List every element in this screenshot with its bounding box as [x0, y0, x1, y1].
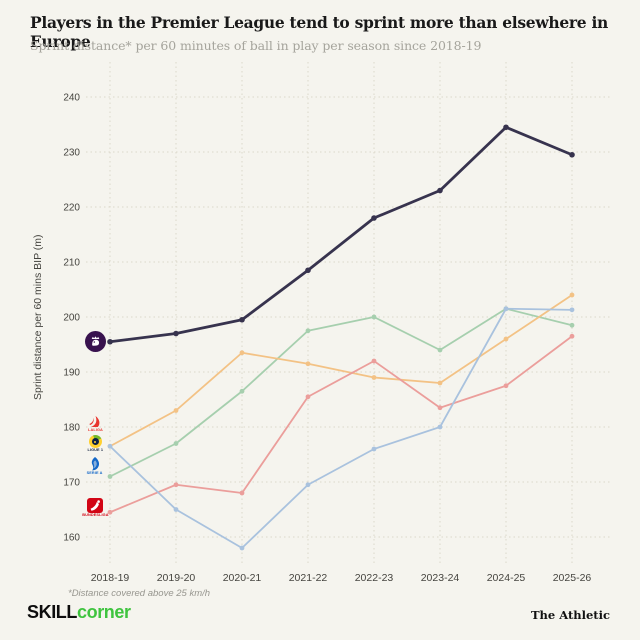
y-tick-label: 210	[63, 258, 80, 269]
x-tick-label: 2020-21	[223, 572, 262, 584]
y-tick-label: 180	[63, 423, 80, 434]
series-point-Bundesliga	[173, 482, 179, 488]
serie-a-logo: SERIE A	[81, 457, 109, 476]
chart-subtitle: Sprint distance* per 60 minutes of ball …	[30, 38, 482, 53]
series-point-Serie A	[503, 306, 509, 312]
series-point-LaLiga	[239, 350, 245, 356]
x-tick-label: 2024-25	[487, 572, 526, 584]
series-point-Serie A	[371, 446, 377, 452]
series-line-Ligue 1	[109, 307, 573, 478]
series-point-Premier League	[503, 124, 509, 131]
series-point-Serie A	[305, 482, 311, 488]
series-point-LaLiga	[371, 375, 377, 380]
y-tick-label: 190	[63, 368, 80, 379]
laliga-logo: LALIGA	[81, 415, 109, 433]
series-point-Bundesliga	[239, 490, 245, 496]
x-tick-label: 2018-19	[91, 572, 130, 584]
skillcorner-logo-skill: SKILL	[27, 602, 77, 622]
series-point-Bundesliga	[437, 405, 443, 411]
series-point-Bundesliga	[371, 358, 377, 364]
series-point-Premier League	[107, 338, 113, 345]
series-point-Serie A	[173, 507, 179, 512]
skillcorner-logo: SKILL corner	[27, 602, 131, 623]
series-point-Bundesliga	[569, 333, 575, 339]
x-tick-label: 2022-23	[355, 572, 394, 584]
series-point-Ligue 1	[239, 388, 245, 394]
series-point-Ligue 1	[371, 314, 377, 320]
series-point-Ligue 1	[437, 347, 443, 353]
y-tick-label: 200	[63, 313, 80, 324]
laliga-label: LALIGA	[87, 427, 103, 432]
series-point-Ligue 1	[173, 441, 179, 446]
series-point-Ligue 1	[107, 474, 113, 479]
series-point-Bundesliga	[503, 383, 509, 389]
x-tick-label: 2023-24	[421, 572, 460, 584]
y-tick-label: 240	[63, 93, 80, 104]
chart-footnote: *Distance covered above 25 km/h	[68, 588, 211, 599]
series-point-Premier League	[173, 330, 179, 337]
bundesliga-logo: BUNDESLIGA	[81, 498, 109, 518]
series-point-Ligue 1	[305, 328, 311, 334]
series-point-Premier League	[371, 215, 377, 221]
ligue1-circle-icon	[88, 435, 102, 448]
skillcorner-logo-corner: corner	[77, 602, 131, 622]
bundesliga-badge-icon	[87, 498, 103, 513]
premier-league-lion-icon	[84, 331, 106, 352]
series-point-Serie A	[107, 443, 113, 449]
the-athletic-credit: The Athletic	[530, 608, 610, 622]
serie-a-label: SERIE A	[87, 470, 103, 475]
series-point-LaLiga	[503, 336, 509, 342]
series-point-Serie A	[437, 424, 443, 430]
series-line-LaLiga	[109, 294, 573, 448]
series-point-Bundesliga	[107, 509, 113, 515]
y-tick-label: 220	[63, 203, 80, 214]
y-tick-label: 230	[63, 148, 80, 159]
series-point-Serie A	[239, 545, 245, 551]
x-tick-label: 2021-22	[289, 572, 328, 584]
series-point-LaLiga	[173, 408, 179, 413]
series-line-Serie A	[109, 307, 573, 549]
series-point-Bundesliga	[305, 394, 311, 400]
series-point-Ligue 1	[569, 322, 575, 328]
serie-a-flame-icon	[91, 457, 100, 471]
series-point-Serie A	[569, 307, 575, 313]
premier-league-logo	[81, 331, 109, 352]
y-tick-label: 160	[63, 533, 80, 544]
series-point-LaLiga	[437, 380, 443, 386]
bundesliga-label: BUNDESLIGA	[81, 512, 109, 517]
laliga-flame-icon	[89, 416, 100, 427]
series-point-LaLiga	[305, 361, 311, 367]
series-point-Premier League	[305, 267, 311, 274]
x-tick-label: 2025-26	[553, 572, 592, 584]
series-point-Premier League	[239, 316, 245, 323]
chart-title: Players in the Premier League tend to sp…	[30, 13, 609, 51]
series-line-Premier League	[108, 125, 574, 344]
series-point-Premier League	[569, 151, 575, 158]
series-line-Bundesliga	[109, 335, 573, 514]
series-point-LaLiga	[569, 292, 575, 298]
x-tick-label: 2019-20	[157, 572, 196, 584]
series-point-Premier League	[437, 187, 443, 194]
ligue1-label: LIGUE 1	[87, 447, 103, 452]
ligue1-logo: LIGUE 1	[81, 435, 109, 453]
y-tick-label: 170	[63, 478, 80, 489]
